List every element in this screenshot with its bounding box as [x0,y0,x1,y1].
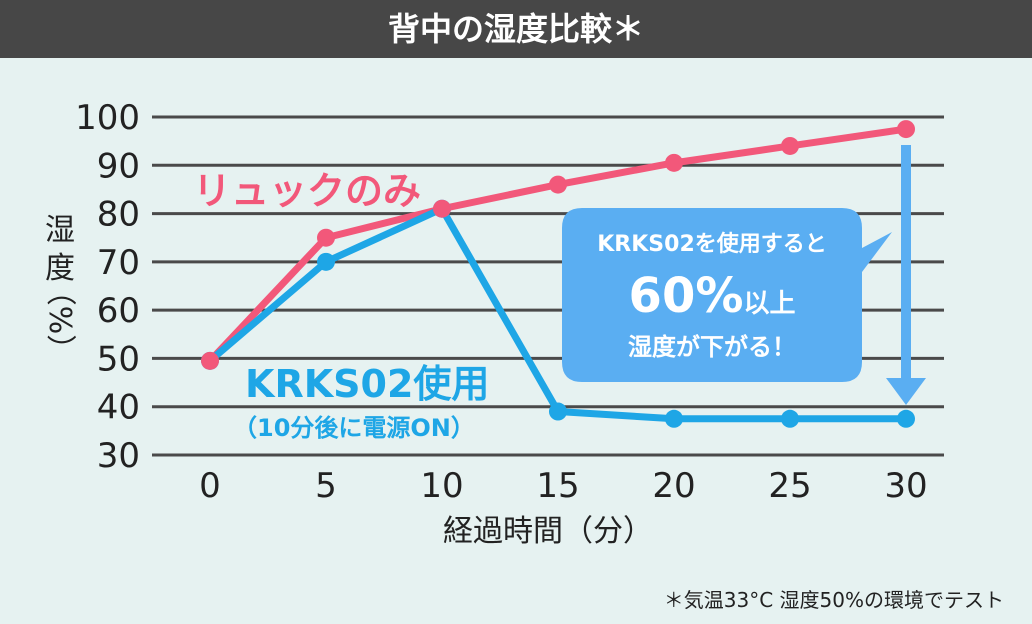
x-tick-labels: 0 5 10 15 20 25 30 [199,466,927,506]
series-label-backpack-only: リュックのみ [193,169,421,213]
series-0-point-6 [897,120,915,139]
series-0-point-4 [665,153,683,172]
callout-bubble [562,208,892,382]
series-sublabel-krks02: （10分後に電源ON） [233,414,475,442]
x-tick-0: 0 [199,466,221,506]
series-1-point-6 [897,409,915,428]
y-axis-title-2: 度 [45,251,75,286]
y-tick-70: 70 [97,243,140,283]
x-tick-30: 30 [884,466,927,506]
y-tick-80: 80 [97,195,140,235]
y-tick-90: 90 [97,146,140,186]
y-tick-40: 40 [97,388,140,428]
series-0-point-0 [201,351,219,370]
callout-line2: 60%以上 [629,268,796,324]
series-1-point-5 [781,409,799,428]
x-tick-10: 10 [420,466,463,506]
x-tick-20: 20 [652,466,695,506]
series-1-point-1 [317,252,335,271]
series-0-point-1 [317,228,335,247]
y-tick-100: 100 [75,98,140,138]
callout: KRKS02を使用すると 60%以上 湿度が下がる！ [562,208,892,382]
footnote: ＊気温33°C 湿度50%の環境でテスト [664,588,1004,612]
series-0-point-5 [781,136,799,155]
y-tick-50: 50 [97,339,140,379]
callout-above: 以上 [743,289,795,319]
x-tick-15: 15 [536,466,579,506]
y-tick-30: 30 [97,436,140,476]
drop-arrow [886,145,926,405]
title-bar [0,0,1032,58]
y-tick-60: 60 [97,291,140,331]
series-0-point-2 [433,199,451,218]
y-axis-title-3: （%） [42,276,77,365]
series-1-point-4 [665,409,683,428]
y-tick-labels: 100 90 80 70 60 50 40 30 [75,98,140,476]
series-label-krks02: KRKS02使用 [245,362,489,406]
drop-arrow-head [886,378,926,405]
series-0-point-3 [549,175,567,194]
drop-arrow-shaft [901,145,911,385]
callout-percent: 60% [629,268,744,324]
x-axis-title: 経過時間（分） [443,514,653,549]
callout-line3: 湿度が下がる！ [628,333,796,361]
x-tick-25: 25 [768,466,811,506]
series-lines [201,120,915,428]
callout-line1: KRKS02を使用すると [597,232,827,257]
chart-title: 背中の湿度比較＊ [387,10,644,48]
series-1-point-3 [549,402,567,421]
y-axis-title-1: 湿 [45,213,75,248]
x-tick-5: 5 [315,466,337,506]
